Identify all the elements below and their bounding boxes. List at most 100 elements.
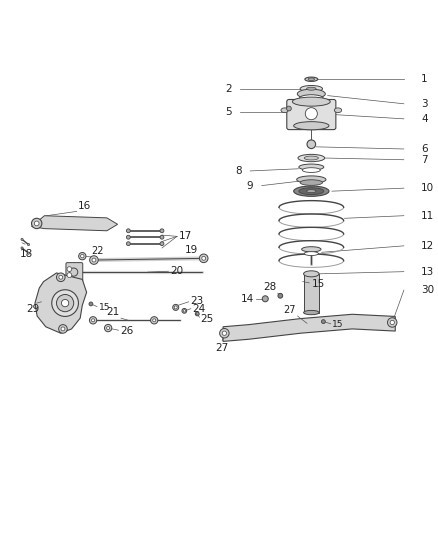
Ellipse shape: [151, 317, 158, 324]
Ellipse shape: [302, 247, 321, 252]
Text: 15: 15: [99, 303, 110, 312]
Text: 27: 27: [283, 305, 296, 314]
Text: 30: 30: [421, 285, 434, 295]
Ellipse shape: [32, 219, 42, 229]
Ellipse shape: [153, 319, 155, 322]
Ellipse shape: [28, 244, 30, 246]
Ellipse shape: [307, 140, 316, 149]
Ellipse shape: [299, 188, 324, 195]
Text: 10: 10: [421, 183, 434, 193]
Text: 15: 15: [332, 320, 343, 329]
Ellipse shape: [106, 327, 110, 329]
Ellipse shape: [293, 97, 330, 106]
Ellipse shape: [304, 271, 319, 277]
Text: 22: 22: [91, 246, 103, 256]
Polygon shape: [35, 273, 87, 333]
Text: 2: 2: [225, 84, 232, 94]
Ellipse shape: [57, 294, 74, 312]
Ellipse shape: [127, 235, 131, 239]
Text: 9: 9: [247, 181, 253, 191]
Ellipse shape: [304, 156, 318, 160]
Ellipse shape: [59, 276, 63, 279]
Polygon shape: [223, 314, 395, 342]
Ellipse shape: [305, 108, 318, 120]
Text: 17: 17: [179, 231, 192, 241]
Ellipse shape: [202, 256, 206, 260]
Ellipse shape: [52, 290, 78, 317]
FancyBboxPatch shape: [287, 100, 336, 130]
Ellipse shape: [299, 164, 324, 170]
Ellipse shape: [183, 310, 186, 312]
Ellipse shape: [308, 78, 314, 80]
Polygon shape: [32, 216, 118, 231]
Ellipse shape: [302, 168, 320, 173]
Ellipse shape: [222, 331, 226, 335]
Ellipse shape: [92, 258, 96, 262]
Text: 12: 12: [421, 241, 434, 251]
Text: 24: 24: [192, 304, 205, 314]
Text: 16: 16: [78, 200, 91, 211]
Ellipse shape: [199, 254, 208, 263]
Text: 7: 7: [421, 155, 428, 165]
Ellipse shape: [195, 312, 199, 316]
Ellipse shape: [59, 325, 67, 333]
Ellipse shape: [89, 317, 97, 324]
Text: 20: 20: [170, 266, 183, 276]
Ellipse shape: [160, 235, 164, 239]
Ellipse shape: [334, 108, 342, 112]
Ellipse shape: [61, 327, 65, 331]
Ellipse shape: [89, 302, 93, 306]
Ellipse shape: [81, 254, 84, 258]
Ellipse shape: [298, 155, 325, 161]
Text: 15: 15: [311, 279, 325, 289]
Ellipse shape: [61, 300, 69, 307]
Ellipse shape: [286, 106, 291, 111]
Ellipse shape: [304, 310, 319, 314]
Ellipse shape: [173, 304, 179, 310]
Ellipse shape: [390, 320, 394, 325]
Ellipse shape: [160, 229, 164, 233]
Text: 1: 1: [421, 74, 428, 84]
Text: 26: 26: [120, 327, 133, 336]
Ellipse shape: [297, 176, 326, 183]
FancyBboxPatch shape: [304, 274, 319, 312]
Ellipse shape: [21, 247, 23, 249]
Text: 3: 3: [421, 99, 428, 109]
Text: 25: 25: [200, 313, 213, 324]
Text: 13: 13: [421, 266, 434, 277]
Ellipse shape: [34, 221, 39, 226]
Ellipse shape: [219, 328, 229, 338]
Ellipse shape: [28, 252, 30, 254]
Ellipse shape: [293, 186, 329, 196]
Ellipse shape: [105, 325, 112, 332]
Text: 18: 18: [20, 249, 33, 259]
Text: 23: 23: [190, 296, 203, 306]
Ellipse shape: [305, 77, 318, 82]
Ellipse shape: [293, 122, 329, 130]
Ellipse shape: [92, 319, 95, 322]
Text: 8: 8: [235, 166, 242, 176]
Text: 21: 21: [106, 308, 119, 317]
Ellipse shape: [127, 242, 131, 246]
Text: 11: 11: [421, 211, 434, 221]
Ellipse shape: [160, 242, 164, 246]
FancyBboxPatch shape: [66, 263, 83, 281]
Ellipse shape: [278, 293, 283, 298]
Ellipse shape: [262, 296, 268, 302]
Text: 6: 6: [421, 144, 428, 154]
Ellipse shape: [307, 190, 316, 192]
Ellipse shape: [182, 309, 187, 313]
Ellipse shape: [67, 266, 72, 271]
Text: 29: 29: [26, 304, 39, 314]
Ellipse shape: [67, 273, 72, 278]
Ellipse shape: [21, 238, 23, 240]
Ellipse shape: [297, 89, 325, 99]
Ellipse shape: [70, 268, 78, 276]
Ellipse shape: [127, 229, 131, 233]
Ellipse shape: [307, 87, 316, 90]
Text: 14: 14: [241, 294, 254, 304]
Text: 19: 19: [185, 245, 198, 255]
Ellipse shape: [90, 256, 98, 264]
Ellipse shape: [196, 313, 198, 315]
Ellipse shape: [321, 320, 325, 324]
